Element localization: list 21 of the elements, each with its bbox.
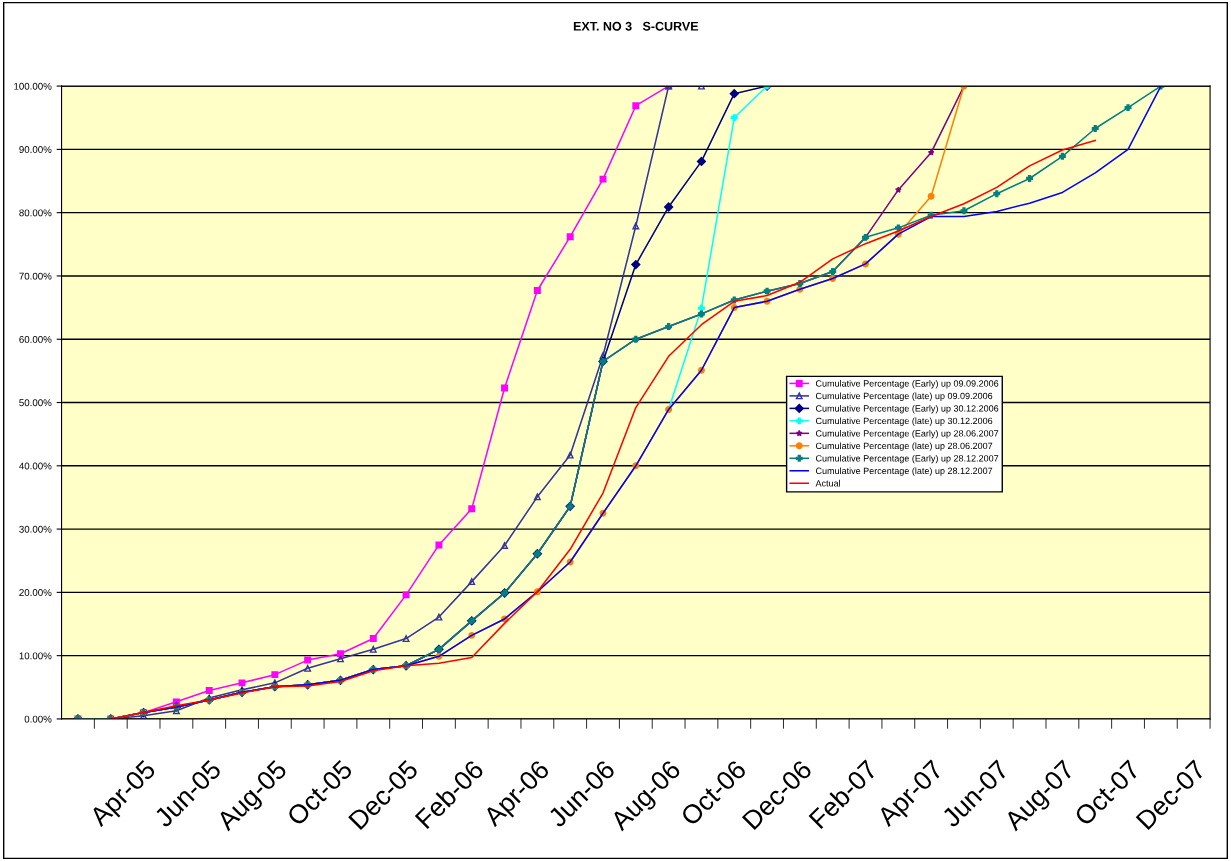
y-tick-label: 60.00% [19, 335, 52, 343]
y-tick-label: 90.00% [19, 146, 52, 153]
legend-label: Cumulative Percentage (late) up 28.12.2007 [815, 467, 993, 476]
y-tick-label: 80.00% [19, 209, 52, 217]
legend-label: Actual [815, 479, 840, 487]
y-tick-label: 10.00% [19, 652, 52, 660]
legend-label: Cumulative Percentage (Early) up 09.09.2006 [815, 380, 999, 389]
legend-label: Cumulative Percentage (Early) up 30.12.2006 [815, 405, 999, 414]
y-tick-label: 100.00% [14, 82, 52, 90]
y-tick-label: 40.00% [19, 462, 52, 470]
legend-label: Cumulative Percentage (late) up 30.12.2006 [815, 417, 993, 426]
y-tick-label: 50.00% [19, 399, 52, 407]
y-tick-label: 30.00% [19, 525, 52, 533]
legend-label: Cumulative Percentage (late) up 09.09.2006 [815, 392, 993, 401]
legend-label: Cumulative Percentage (Early) up 28.06.2007 [815, 429, 999, 439]
y-tick-label: 70.00% [19, 272, 52, 280]
y-tick-label: 20.00% [19, 589, 52, 596]
legend-label: Cumulative Percentage (Early) up 28.12.2007 [815, 454, 999, 464]
y-tick-label: 0.00% [24, 715, 52, 723]
legend-label: Cumulative Percentage (late) up 28.06.2007 [815, 442, 993, 451]
chart-title: EXT. NO 3 S-CURVE [573, 21, 699, 31]
